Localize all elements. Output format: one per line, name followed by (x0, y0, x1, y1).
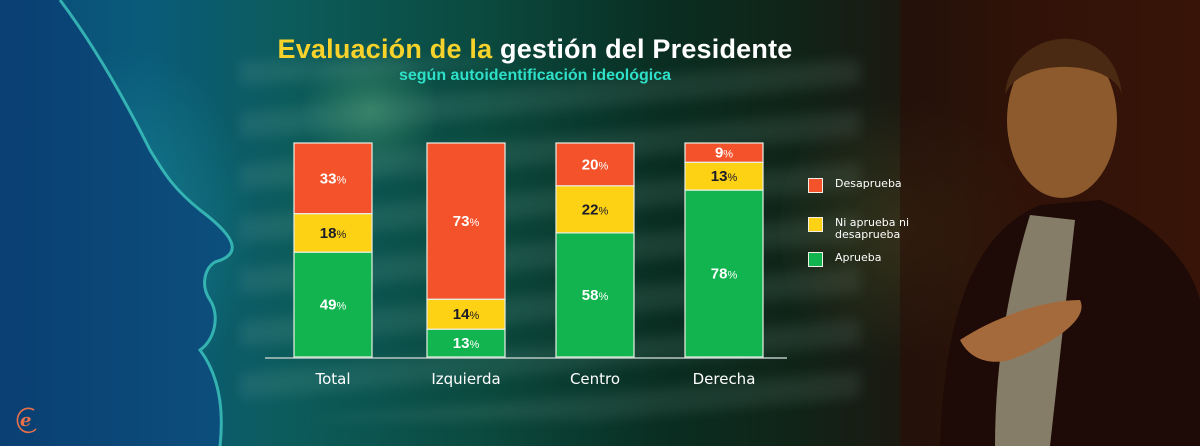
legend-item-ni: Ni aprueba ni desaprueba (808, 217, 935, 241)
chart-title: Evaluación de la gestión del Presidente (0, 34, 1070, 65)
data-label: 73% (453, 213, 480, 230)
x-tick-label: Centro (570, 370, 620, 388)
data-label: 14% (453, 306, 480, 323)
bar-segment-ni (555, 185, 635, 234)
title-highlight: Evaluación de la (277, 34, 493, 64)
bar-total: 49% 18% 33% (293, 142, 373, 358)
data-label: 18% (320, 225, 347, 242)
x-tick-label: Derecha (693, 370, 756, 388)
legend-swatch-aprueba (808, 252, 823, 267)
legend-label: Ni aprueba ni desaprueba (835, 216, 910, 241)
bar-segment-ni (426, 298, 506, 330)
svg-text:e: e (20, 410, 31, 431)
bar-segment-desaprueba (684, 142, 764, 163)
legend-label: Desaprueba (835, 177, 902, 190)
data-label: 49% (320, 297, 347, 314)
legend-label: Aprueba (835, 251, 882, 264)
legend-swatch-desaprueba (808, 178, 823, 193)
bar-segment-aprueba (293, 251, 373, 358)
bar-segment-ni (684, 161, 764, 191)
data-label: 20% (582, 156, 609, 173)
bar-segment-desaprueba (555, 142, 635, 187)
bar-izquierda: 13% 14% 73% (426, 142, 506, 358)
title-main: gestión del Presidente (500, 34, 793, 64)
logo-e-icon: e (16, 407, 37, 434)
bar-derecha: 78% 13% 9% (684, 142, 764, 358)
president-portrait-image (900, 0, 1200, 446)
legend-item-aprueba: Aprueba (808, 252, 955, 267)
data-label: 58% (582, 287, 609, 304)
x-tick-label: Izquierda (431, 370, 500, 388)
bar-segment-aprueba (426, 328, 506, 358)
bar-segment-desaprueba (293, 142, 373, 215)
legend-item-desaprueba: Desaprueba (808, 178, 955, 193)
bar-segment-aprueba (684, 189, 764, 358)
bar-centro: 58% 22% 20% (555, 142, 635, 358)
bar-segment-desaprueba (426, 142, 506, 300)
bar-segment-ni (293, 213, 373, 253)
data-label: 13% (453, 335, 480, 352)
data-label: 13% (711, 168, 738, 185)
data-label: 9% (715, 145, 733, 162)
data-label: 33% (320, 170, 347, 187)
legend-swatch-ni (808, 217, 823, 232)
chart-subtitle: según autoidentificación ideológica (398, 67, 672, 84)
bar-segment-aprueba (555, 232, 635, 358)
data-label: 22% (582, 201, 609, 218)
data-label: 78% (711, 266, 738, 283)
profile-silhouette-image (0, 0, 234, 446)
x-tick-label: Total (314, 370, 350, 388)
